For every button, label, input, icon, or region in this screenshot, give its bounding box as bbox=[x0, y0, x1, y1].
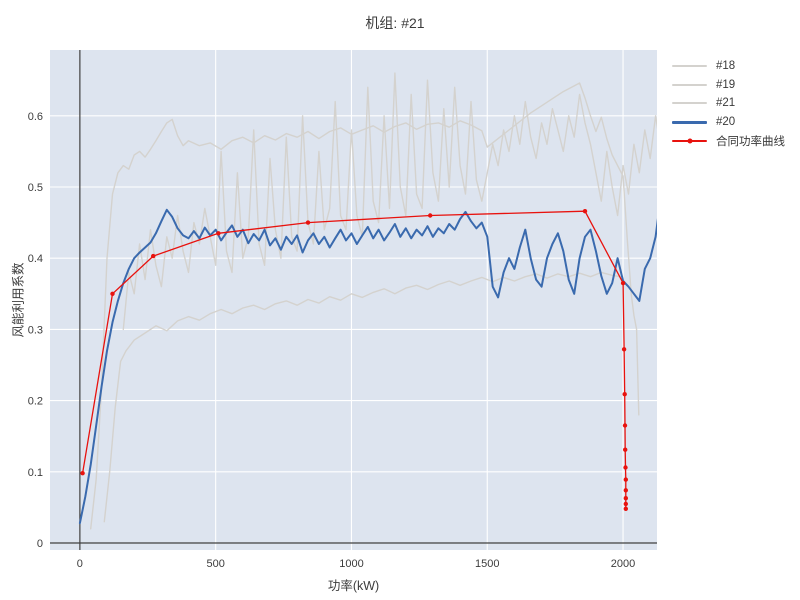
legend-line-sample bbox=[672, 102, 707, 105]
series-合同功率曲线 bbox=[80, 209, 628, 511]
legend-item-#19: #19 bbox=[672, 76, 785, 95]
x-tick-label: 0 bbox=[77, 558, 83, 570]
series-marker-合同功率曲线 bbox=[623, 488, 628, 493]
y-tick-label: 0 bbox=[37, 538, 43, 550]
legend-item-label: #20 bbox=[716, 116, 736, 129]
y-tick-label: 0.1 bbox=[28, 467, 43, 479]
y-axis-label: 风能利用系数 bbox=[11, 262, 26, 338]
plot-area bbox=[50, 50, 657, 550]
series-marker-合同功率曲线 bbox=[151, 253, 156, 259]
x-tick-labels: 0 500 1000 1500 2000 bbox=[77, 558, 635, 570]
legend: #18 #19 #21 #20 合同功率曲线 bbox=[672, 57, 785, 150]
series-marker-合同功率曲线 bbox=[620, 280, 626, 286]
legend-item-label: #19 bbox=[716, 78, 736, 91]
series-line-#21 bbox=[122, 72, 657, 331]
series-marker-合同功率曲线 bbox=[428, 213, 433, 218]
series-#18 bbox=[89, 82, 640, 530]
legend-line-sample bbox=[672, 138, 707, 144]
series-line-#19 bbox=[103, 271, 621, 523]
series-marker-合同功率曲线 bbox=[623, 465, 628, 470]
series-marker-合同功率曲线 bbox=[622, 423, 628, 428]
x-tick-label: 1500 bbox=[475, 558, 499, 570]
legend-item-label: #18 bbox=[716, 60, 736, 73]
legend-item-合同功率曲线: 合同功率曲线 bbox=[672, 131, 785, 150]
series-#20 bbox=[78, 208, 657, 525]
y-tick-label: 0.4 bbox=[28, 253, 43, 265]
series-marker-合同功率曲线 bbox=[216, 231, 221, 236]
y-tick-labels: 0 0.1 0.2 0.3 0.4 0.5 0.6 bbox=[28, 111, 43, 550]
legend-item-label: #21 bbox=[716, 97, 736, 110]
series-#21 bbox=[122, 72, 657, 331]
legend-marker-dot bbox=[687, 138, 692, 144]
series-marker-合同功率曲线 bbox=[623, 506, 628, 511]
legend-line-sample bbox=[672, 120, 707, 124]
series-marker-合同功率曲线 bbox=[305, 220, 311, 225]
legend-item-label: 合同功率曲线 bbox=[716, 135, 785, 148]
y-tick-label: 0.6 bbox=[28, 111, 43, 123]
series-marker-合同功率曲线 bbox=[622, 392, 627, 397]
y-tick-label: 0.5 bbox=[28, 182, 43, 194]
x-tick-label: 1000 bbox=[339, 558, 363, 570]
legend-line-sample bbox=[672, 65, 707, 68]
y-tick-label: 0.2 bbox=[28, 396, 43, 408]
y-tick-label: 0.3 bbox=[28, 324, 43, 336]
x-tick-label: 500 bbox=[206, 558, 224, 570]
series-line-#18 bbox=[89, 82, 640, 530]
chart-title: 机组: #21 bbox=[365, 15, 425, 31]
series-#19 bbox=[103, 271, 621, 523]
legend-item-#21: #21 bbox=[672, 94, 785, 113]
x-tick-label: 2000 bbox=[611, 558, 635, 570]
series-marker-合同功率曲线 bbox=[80, 471, 85, 476]
series-marker-合同功率曲线 bbox=[623, 477, 628, 482]
series-marker-合同功率曲线 bbox=[582, 209, 588, 214]
series-line-#20 bbox=[78, 208, 657, 525]
legend-item-#20: #20 bbox=[672, 113, 785, 132]
series-marker-合同功率曲线 bbox=[110, 291, 115, 296]
x-axis-label: 功率(kW) bbox=[327, 579, 380, 593]
series-marker-合同功率曲线 bbox=[623, 447, 628, 452]
series-marker-合同功率曲线 bbox=[621, 347, 627, 352]
legend-line-sample bbox=[672, 83, 707, 86]
legend-item-#18: #18 bbox=[672, 57, 785, 76]
series-marker-合同功率曲线 bbox=[623, 501, 628, 507]
series-marker-合同功率曲线 bbox=[623, 496, 628, 501]
